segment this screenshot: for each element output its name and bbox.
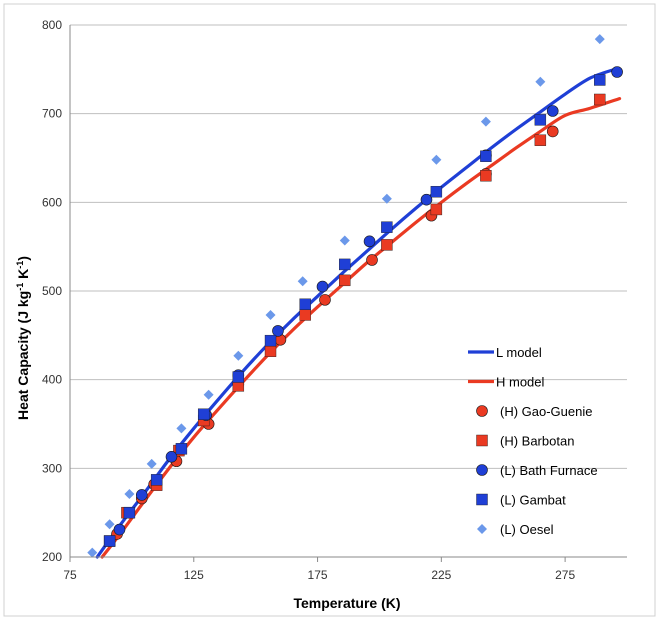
legend-label-l-gambat: (L) Gambat <box>500 493 566 508</box>
x-axis-title: Temperature (K) <box>293 595 400 611</box>
legend-swatch-l-gambat <box>476 493 488 506</box>
point-l-bath-furnace-8 <box>420 193 433 206</box>
point-l-bath-furnace-1 <box>135 489 148 501</box>
chart-frame <box>3 3 656 617</box>
point-l-bath-furnace-6 <box>316 280 329 293</box>
point-l-gambat-7 <box>299 298 311 310</box>
point-l-gambat-5 <box>232 371 245 383</box>
point-l-gambat-13 <box>594 74 606 86</box>
point-h-barbotan-10 <box>430 203 443 216</box>
point-l-gambat-9 <box>381 221 393 233</box>
legend-label-l-model: L model <box>496 345 542 360</box>
point-l-oesel-10 <box>381 193 392 204</box>
point-l-gambat-1 <box>123 506 136 519</box>
point-l-oesel-8 <box>297 276 308 287</box>
y-tick-label-200: 200 <box>42 550 62 564</box>
point-h-gao-guenie-8 <box>366 254 378 266</box>
point-l-oesel-14 <box>594 34 605 45</box>
y-tick-label-700: 700 <box>42 107 62 121</box>
legend-swatch-h-barbotan <box>476 434 488 447</box>
point-l-bath-furnace-11 <box>611 66 623 78</box>
point-l-bath-furnace-10 <box>546 105 559 117</box>
legend-label-h-gao-guenie: (H) Gao-Guenie <box>500 404 592 419</box>
point-l-oesel-13 <box>535 76 546 87</box>
legend-swatch-l-oesel <box>477 524 487 534</box>
point-l-oesel-11 <box>431 154 442 165</box>
point-l-gambat-2 <box>150 474 163 486</box>
y-tick-label-400: 400 <box>42 373 62 387</box>
point-l-oesel-0 <box>87 547 98 558</box>
point-l-gambat-6 <box>264 334 277 347</box>
x-tick-label-75: 75 <box>63 568 77 582</box>
point-l-gambat-12 <box>534 114 547 126</box>
point-l-oesel-4 <box>176 423 187 434</box>
x-tick-label-125: 125 <box>184 568 204 582</box>
legend-label-h-model: H model <box>496 375 545 390</box>
y-tick-label-300: 300 <box>42 461 62 475</box>
point-l-oesel-6 <box>233 350 244 361</box>
x-tick-label-175: 175 <box>308 568 328 582</box>
series-layer <box>87 34 623 559</box>
legend-label-l-oesel: (L) Oesel <box>500 522 554 537</box>
point-h-barbotan-9 <box>381 239 393 251</box>
legend-swatch-h-gao-guenie <box>476 405 488 417</box>
legend-swatch-l-bath-furnace <box>476 464 488 476</box>
point-l-bath-furnace-5 <box>272 325 284 337</box>
point-l-gambat-8 <box>339 258 351 271</box>
point-h-barbotan-12 <box>534 134 547 146</box>
point-l-bath-furnace-2 <box>165 451 178 463</box>
point-l-gambat-0 <box>103 535 116 547</box>
point-l-oesel-12 <box>480 116 491 127</box>
point-h-barbotan-8 <box>339 274 351 287</box>
y-axis-title: Heat Capacity (J kg-1 K-1) <box>15 256 31 420</box>
point-l-bath-furnace-0 <box>113 523 126 536</box>
legend: L model H model (H) Gao-Guenie (H) Barbotan… <box>468 345 598 537</box>
point-l-oesel-9 <box>339 235 350 246</box>
point-h-barbotan-13 <box>594 93 606 106</box>
point-l-oesel-7 <box>265 309 276 320</box>
legend-label-l-bath-furnace: (L) Bath Furnace <box>500 463 598 478</box>
y-tick-label-500: 500 <box>42 284 62 298</box>
point-l-oesel-2 <box>124 489 135 500</box>
point-h-barbotan-7 <box>299 309 311 321</box>
point-h-gao-guenie-7 <box>319 294 331 306</box>
point-l-bath-furnace-7 <box>363 235 376 248</box>
y-tick-label-800: 800 <box>42 18 62 32</box>
axes: 200 300 400 500 600 700 800 75 125 175 225 275 <box>42 18 627 582</box>
point-l-gambat-3 <box>175 443 188 455</box>
x-tick-label-225: 225 <box>431 568 451 582</box>
point-l-oesel-5 <box>203 389 214 400</box>
legend-label-h-barbotan: (H) Barbotan <box>500 434 574 449</box>
point-l-gambat-4 <box>197 408 210 420</box>
point-l-oesel-1 <box>104 519 115 530</box>
point-l-gambat-11 <box>480 150 492 162</box>
point-l-oesel-3 <box>146 458 157 469</box>
point-l-gambat-10 <box>430 185 443 198</box>
point-h-barbotan-11 <box>480 170 492 182</box>
x-tick-label-275: 275 <box>555 568 575 582</box>
point-h-barbotan-6 <box>264 345 277 357</box>
y-tick-label-600: 600 <box>42 195 62 209</box>
point-h-gao-guenie-11 <box>546 125 559 138</box>
